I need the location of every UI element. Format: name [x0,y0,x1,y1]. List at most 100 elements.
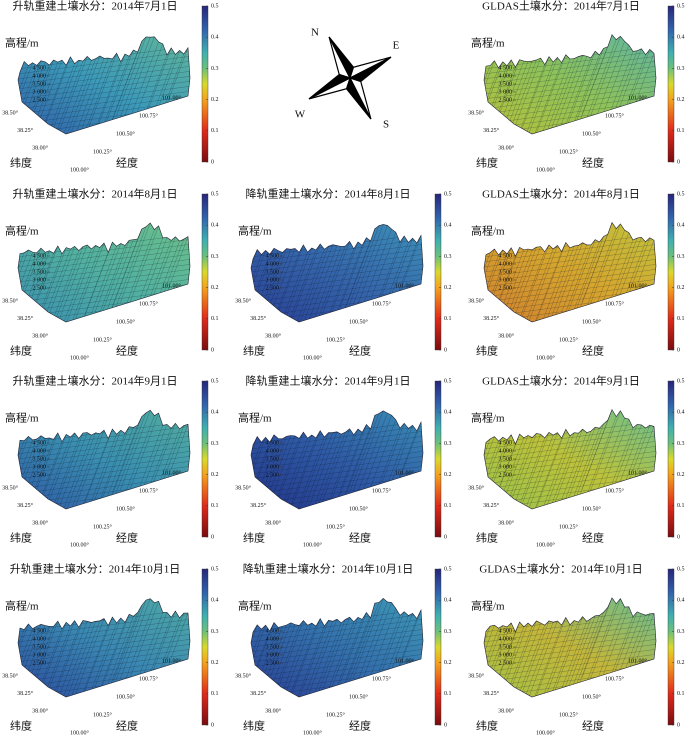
z-tick-label: 2 500 [499,472,513,478]
mesh-line [319,241,350,322]
terrain-surface [483,408,657,510]
mesh-line [302,244,334,322]
lon-tick-label: 100.00° [303,541,323,548]
lat-tick-label: 38.00° [498,332,515,339]
mesh-line [527,245,558,322]
z-axis-label: 高程/m [471,224,505,238]
mesh-line [251,252,423,279]
mesh-line [552,55,583,134]
lon-tick-label: 100.25° [326,711,346,718]
colorbar-tick-label: 0.1 [444,503,452,509]
mesh-line [18,277,190,304]
mesh-line [251,254,262,322]
mesh-line [281,434,313,509]
z-tick-label: 3 000 [266,652,280,658]
mesh-line [484,277,656,304]
mesh-line [251,657,423,684]
z-tick-label: 3 500 [33,81,47,87]
mesh-line [315,245,346,322]
mesh-line [44,432,75,510]
mesh-line [251,444,423,471]
mesh-line [319,428,350,509]
colorbar-tick-label: 0.3 [444,254,452,260]
mesh-line [86,246,117,322]
z-tick-label: 4 000 [499,636,513,642]
mesh-line [484,79,656,106]
lon-tick-label: 100.75° [139,487,159,494]
colorbar [667,5,675,163]
z-tick-label: 3 000 [499,89,513,95]
colorbar-tick-label: 0.5 [211,191,219,197]
lat-tick-label: 38.00° [32,332,49,339]
terrain-mesh [18,36,190,135]
lat-tick-label: 38.00° [32,519,49,526]
mesh-line [564,427,596,508]
mesh-line [485,631,516,697]
z-tick-label: 3 000 [266,464,280,470]
mesh-line [518,432,550,509]
colorbar-tick-label: 0.4 [211,35,219,41]
colorbar-tick-label: 0.4 [444,410,452,416]
lon-tick-label: 100.75° [605,300,625,307]
lon-tick-label: 100.25° [93,148,113,155]
mesh-line [484,49,656,76]
mesh-line [56,432,88,510]
mesh-line [573,423,604,504]
lat-tick-label: 38.25° [483,502,500,509]
mesh-line [18,627,190,654]
mesh-line [18,79,190,106]
colorbar [434,568,442,726]
z-tick-label: 3 000 [33,89,47,95]
mesh-line [251,282,423,309]
colorbar-tick-label: 0.2 [677,285,685,291]
mesh-line [294,437,325,509]
mesh-line [485,256,516,322]
colorbar-tick-label: 0.4 [211,223,219,229]
colorbar-tick-label: 0.5 [211,566,219,572]
colorbar-tick-label: 0.3 [211,441,219,447]
mesh-line [535,54,567,134]
mesh-line [518,620,550,697]
mesh-line [577,46,609,127]
mesh-line [552,242,583,322]
mesh-line [581,597,613,678]
colorbar [667,380,675,538]
terrain-surface [250,597,424,698]
mesh-line [69,247,101,322]
mesh-line [132,43,164,125]
lat-tick-label: 38.50° [468,484,485,491]
panel-title: 升轨重建土壤水分：2014年9月1日 [13,374,178,388]
mesh-line [251,250,266,322]
mesh-line [52,60,84,135]
colorbar-tick-label: 0.5 [444,566,452,572]
mesh-line [298,620,329,697]
mesh-line [484,272,656,299]
colorbar-tick-label: 0.5 [677,191,685,197]
mesh-line [90,243,122,322]
compass-label: N [311,27,319,39]
mesh-line [73,242,105,322]
mesh-line [560,618,592,697]
mesh-line [319,617,350,697]
mesh-line [336,612,367,693]
mesh-line [548,245,579,322]
mesh-line [535,242,567,322]
mesh-line [594,230,625,311]
lon-tick-label: 100.75° [139,112,159,119]
terrain-surface [483,597,657,698]
mesh-line [18,444,190,471]
z-tick-label: 4 500 [33,65,47,71]
mesh-line [251,439,423,466]
lon-tick-label: 100.50° [349,318,369,325]
terrain-surface [17,36,191,135]
mesh-line [251,272,423,299]
z-tick-label: 3 500 [266,456,280,462]
mesh-line [18,74,190,101]
z-tick-label: 4 000 [499,448,513,454]
colorbar-tick-label: 0.5 [211,378,219,384]
mesh-line [531,62,562,134]
mesh-line [115,600,147,681]
lon-tick-label: 100.75° [139,675,159,682]
lon-axis-label: 经度 [349,719,371,733]
mesh-line [18,454,190,481]
